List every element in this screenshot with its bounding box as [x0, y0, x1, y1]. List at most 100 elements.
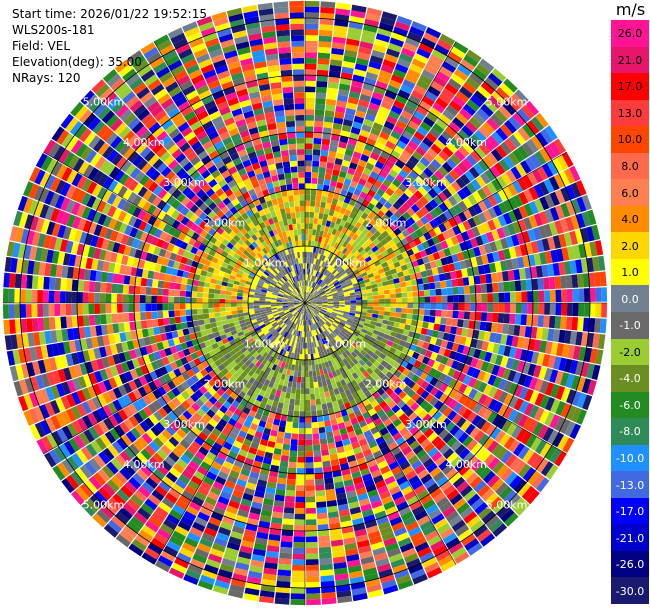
radar-gate	[333, 357, 340, 364]
radar-gate	[333, 163, 342, 171]
radar-gate	[389, 214, 398, 223]
radar-gate	[313, 212, 319, 219]
radar-gate	[190, 475, 203, 486]
radar-gate	[327, 214, 333, 222]
radar-gate	[513, 207, 523, 221]
radar-gate	[482, 408, 493, 421]
radar-gate	[286, 369, 291, 376]
radar-gate	[294, 336, 298, 342]
radar-gate	[43, 276, 50, 290]
radar-gate	[172, 463, 185, 474]
radar-gate	[376, 253, 384, 260]
radar-gate	[466, 228, 475, 239]
radar-gate	[292, 335, 297, 342]
radar-gate	[305, 303, 311, 305]
radar-gate	[354, 170, 363, 178]
radar-gate	[307, 319, 310, 326]
radar-gate	[291, 341, 295, 347]
radar-gate	[514, 245, 523, 258]
radar-gate	[301, 303, 305, 308]
radar-gate	[434, 216, 443, 226]
radar-gate	[186, 284, 193, 292]
radar-gate	[44, 263, 52, 277]
radar-gate	[548, 222, 558, 236]
radar-gate	[175, 276, 183, 284]
radar-gate	[248, 300, 254, 303]
radar-gate	[271, 364, 278, 371]
radar-gate	[425, 132, 438, 143]
radar-gate	[416, 47, 431, 59]
radar-gate	[324, 208, 330, 215]
radar-gate	[529, 154, 542, 169]
radar-gate	[282, 305, 289, 308]
radar-gate	[457, 129, 470, 142]
radar-gate	[487, 303, 494, 313]
radar-gate	[470, 150, 482, 163]
radar-gate	[288, 298, 294, 301]
radar-gate	[395, 312, 402, 318]
radar-gate	[378, 294, 385, 299]
radar-gate	[310, 336, 314, 343]
radar-gate	[259, 515, 272, 523]
radar-gate	[496, 175, 507, 189]
radar-gate	[352, 268, 360, 275]
radar-gate	[318, 41, 332, 48]
radar-gate	[305, 86, 316, 93]
radar-gate	[215, 437, 226, 447]
radar-gate	[522, 362, 531, 375]
radar-gate	[376, 409, 386, 418]
radar-gate	[458, 529, 473, 542]
radar-gate	[338, 83, 351, 91]
radar-gate	[473, 163, 485, 175]
radar-gate	[354, 452, 365, 460]
radar-gate	[323, 349, 329, 357]
radar-gate	[440, 317, 447, 325]
radar-gate	[404, 125, 417, 136]
radar-gate	[305, 490, 316, 497]
radar-gate	[391, 31, 407, 42]
radar-gate	[370, 280, 377, 285]
radar-gate	[278, 558, 292, 565]
radar-gate	[24, 377, 34, 393]
radar-gate	[323, 179, 331, 186]
radar-gate	[459, 86, 473, 99]
radar-gate	[512, 371, 522, 384]
radar-gate	[333, 210, 340, 218]
radar-gate	[463, 397, 473, 408]
radar-gate	[287, 363, 292, 370]
radar-gate	[320, 1, 336, 9]
radar-gate	[300, 314, 303, 320]
radar-gate	[601, 303, 608, 318]
radar-gate	[314, 283, 319, 290]
radar-gate	[325, 488, 336, 496]
radar-gate	[373, 193, 382, 202]
radar-gate	[204, 340, 212, 347]
radar-gate	[392, 68, 407, 79]
radar-gate	[259, 300, 266, 303]
radar-gate	[350, 247, 358, 255]
radar-gate	[361, 328, 368, 334]
radar-gate	[349, 336, 356, 343]
radar-gate	[424, 403, 434, 414]
radar-gate	[48, 317, 56, 330]
radar-gate	[330, 253, 336, 260]
radar-gate	[222, 324, 230, 330]
radar-gate	[328, 245, 334, 253]
radar-gate	[569, 359, 579, 375]
radar-gate	[420, 390, 430, 400]
radar-gate	[404, 324, 411, 331]
radar-gate	[416, 377, 425, 387]
radar-gate	[199, 537, 214, 548]
radar-gate	[328, 151, 337, 158]
radar-gate	[364, 256, 372, 263]
radar-gate	[437, 266, 445, 274]
radar-gate	[309, 257, 312, 264]
radar-gate	[321, 455, 330, 462]
radar-gate	[371, 91, 384, 101]
radar-gate	[258, 341, 265, 348]
radar-gate	[432, 184, 442, 195]
radar-gate	[280, 541, 293, 548]
radar-gate	[258, 370, 266, 377]
radar-gate	[282, 368, 288, 375]
radar-gate	[460, 485, 473, 498]
